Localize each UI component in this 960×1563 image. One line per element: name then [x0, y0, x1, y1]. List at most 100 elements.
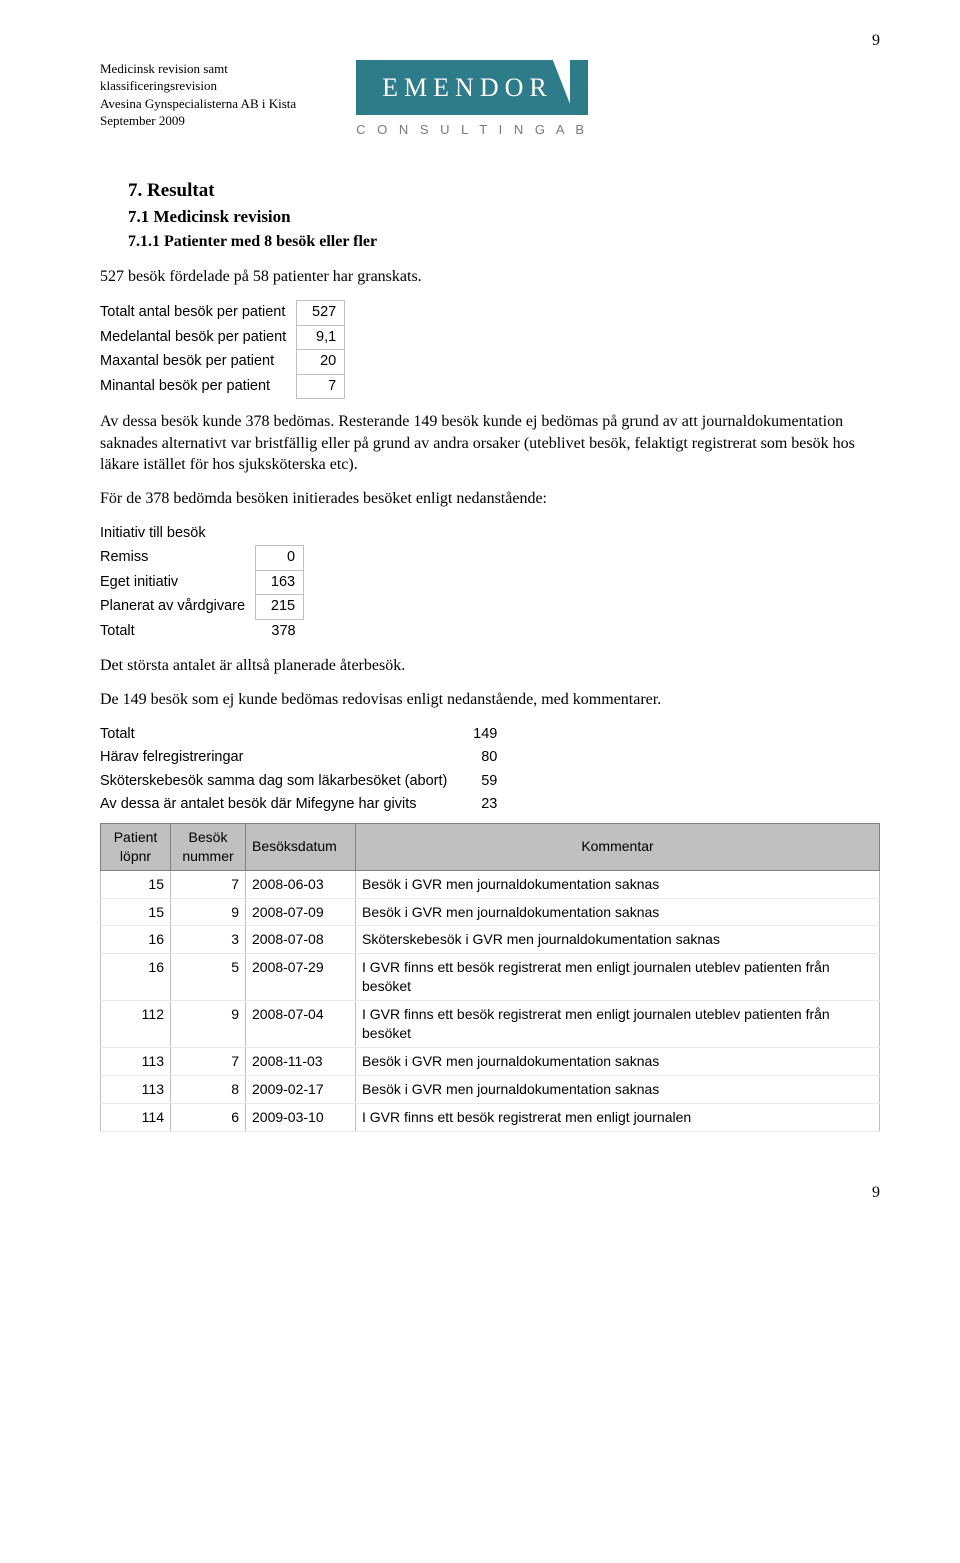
stat-value: 527	[297, 301, 345, 326]
cell-patient-lopnr: 113	[101, 1075, 171, 1103]
data-table: Patient löpnr Besök nummer Besöksdatum K…	[100, 823, 880, 1132]
init-value: 378	[256, 619, 304, 643]
cell-besoksdatum: 2009-02-17	[246, 1075, 356, 1103]
table-row: Totalt antal besök per patient527	[100, 301, 345, 326]
cell-patient-lopnr: 15	[101, 870, 171, 898]
stat-value: 7	[297, 374, 345, 399]
init-label: Remiss	[100, 546, 256, 571]
cell-besoksdatum: 2008-07-08	[246, 926, 356, 954]
stat-label: Medelantal besök per patient	[100, 325, 297, 350]
cell-kommentar: I GVR finns ett besök registrerat men en…	[356, 1001, 880, 1048]
cell-kommentar: I GVR finns ett besök registrerat men en…	[356, 954, 880, 1001]
cell-kommentar: I GVR finns ett besök registrerat men en…	[356, 1103, 880, 1131]
page-number-bottom: 9	[100, 1182, 880, 1204]
cell-patient-lopnr: 15	[101, 898, 171, 926]
para-intro: 527 besök fördelade på 58 patienter har …	[100, 266, 880, 288]
stat-label: Totalt antal besök per patient	[100, 301, 297, 326]
cell-patient-lopnr: 16	[101, 926, 171, 954]
table-row: 11382009-02-17Besök i GVR men journaldok…	[101, 1075, 880, 1103]
logo-triangle-icon	[552, 58, 570, 104]
cell-patient-lopnr: 112	[101, 1001, 171, 1048]
sum-value: 59	[457, 770, 505, 794]
sum-label: Sköterskebesök samma dag som läkarbesöke…	[100, 770, 457, 794]
stat-label: Minantal besök per patient	[100, 374, 297, 399]
cell-kommentar: Besök i GVR men journaldokumentation sak…	[356, 1047, 880, 1075]
table-stats: Totalt antal besök per patient527 Medela…	[100, 300, 345, 399]
para-bedomas: Av dessa besök kunde 378 bedömas. Rester…	[100, 411, 880, 476]
cell-patient-lopnr: 114	[101, 1103, 171, 1131]
cell-besok-nummer: 5	[171, 954, 246, 1001]
cell-kommentar: Besök i GVR men journaldokumentation sak…	[356, 1075, 880, 1103]
header-left: Medicinsk revision samt klassificeringsr…	[100, 60, 296, 130]
cell-besok-nummer: 8	[171, 1075, 246, 1103]
table-row: 1592008-07-09Besök i GVR men journaldoku…	[101, 898, 880, 926]
cell-besoksdatum: 2008-06-03	[246, 870, 356, 898]
para-149: De 149 besök som ej kunde bedömas redovi…	[100, 689, 880, 711]
stat-value: 9,1	[297, 325, 345, 350]
table-row: 1652008-07-29I GVR finns ett besök regis…	[101, 954, 880, 1001]
table-row: Medelantal besök per patient9,1	[100, 325, 345, 350]
logo-subtext: C O N S U L T I N G A B	[356, 115, 588, 139]
table-row: 11372008-11-03Besök i GVR men journaldok…	[101, 1047, 880, 1075]
init-label: Eget initiativ	[100, 570, 256, 595]
sum-label: Härav felregistreringar	[100, 746, 457, 770]
table-row: 1632008-07-08Sköterskebesök i GVR men jo…	[101, 926, 880, 954]
cell-besoksdatum: 2008-07-29	[246, 954, 356, 1001]
table-row: Sköterskebesök samma dag som läkarbesöke…	[100, 770, 505, 794]
sum-label: Av dessa är antalet besök där Mifegyne h…	[100, 793, 457, 817]
table-row: 1572008-06-03Besök i GVR men journaldoku…	[101, 870, 880, 898]
page-number-top: 9	[100, 30, 880, 52]
para-initierades: För de 378 bedömda besöken initierades b…	[100, 488, 880, 510]
col-besoksdatum: Besöksdatum	[246, 823, 356, 870]
col-patient-lopnr: Patient löpnr	[101, 823, 171, 870]
col-besok-nummer: Besök nummer	[171, 823, 246, 870]
heading-patienter-8-besok: 7.1.1 Patienter med 8 besök eller fler	[128, 231, 880, 253]
table-row: Eget initiativ163	[100, 570, 304, 595]
sum-label: Totalt	[100, 723, 457, 747]
heading-medicinsk-revision: 7.1 Medicinsk revision	[128, 206, 880, 229]
table-row: Totalt378	[100, 619, 304, 643]
sum-value: 23	[457, 793, 505, 817]
init-value: 0	[256, 546, 304, 571]
table-row: Minantal besök per patient7	[100, 374, 345, 399]
table-row: Av dessa är antalet besök där Mifegyne h…	[100, 793, 505, 817]
init-label: Planerat av vårdgivare	[100, 595, 256, 620]
cell-besok-nummer: 7	[171, 870, 246, 898]
cell-kommentar: Besök i GVR men journaldokumentation sak…	[356, 898, 880, 926]
logo-top: EMENDOR	[356, 60, 588, 115]
sum-value: 149	[457, 723, 505, 747]
table-initiativ: Initiativ till besök Remiss0 Eget initia…	[100, 522, 304, 644]
init-value: 215	[256, 595, 304, 620]
header-line: September 2009	[100, 112, 296, 130]
stat-value: 20	[297, 350, 345, 375]
cell-besok-nummer: 3	[171, 926, 246, 954]
heading-resultat: 7. Resultat	[128, 178, 880, 204]
table-row: Maxantal besök per patient20	[100, 350, 345, 375]
table-summary: Totalt149 Härav felregistreringar80 Sköt…	[100, 723, 505, 817]
logo: EMENDOR C O N S U L T I N G A B	[356, 60, 588, 139]
header-line: Medicinsk revision samt	[100, 60, 296, 78]
header-line: Avesina Gynspecialisterna AB i Kista	[100, 95, 296, 113]
col-kommentar: Kommentar	[356, 823, 880, 870]
cell-patient-lopnr: 113	[101, 1047, 171, 1075]
table-header-row: Patient löpnr Besök nummer Besöksdatum K…	[101, 823, 880, 870]
cell-besok-nummer: 9	[171, 898, 246, 926]
cell-besok-nummer: 9	[171, 1001, 246, 1048]
cell-besoksdatum: 2009-03-10	[246, 1103, 356, 1131]
cell-besoksdatum: 2008-07-09	[246, 898, 356, 926]
cell-kommentar: Sköterskebesök i GVR men journaldokument…	[356, 926, 880, 954]
cell-besoksdatum: 2008-07-04	[246, 1001, 356, 1048]
table-title: Initiativ till besök	[100, 522, 304, 546]
header-line: klassificeringsrevision	[100, 77, 296, 95]
table-row: Totalt149	[100, 723, 505, 747]
table-row: 11462009-03-10I GVR finns ett besök regi…	[101, 1103, 880, 1131]
para-storsta: Det största antalet är alltså planerade …	[100, 655, 880, 677]
cell-patient-lopnr: 16	[101, 954, 171, 1001]
init-value: 163	[256, 570, 304, 595]
cell-kommentar: Besök i GVR men journaldokumentation sak…	[356, 870, 880, 898]
init-label: Totalt	[100, 619, 256, 643]
cell-besok-nummer: 7	[171, 1047, 246, 1075]
table-row: 11292008-07-04I GVR finns ett besök regi…	[101, 1001, 880, 1048]
table-row: Härav felregistreringar80	[100, 746, 505, 770]
logo-text: EMENDOR	[382, 73, 553, 102]
